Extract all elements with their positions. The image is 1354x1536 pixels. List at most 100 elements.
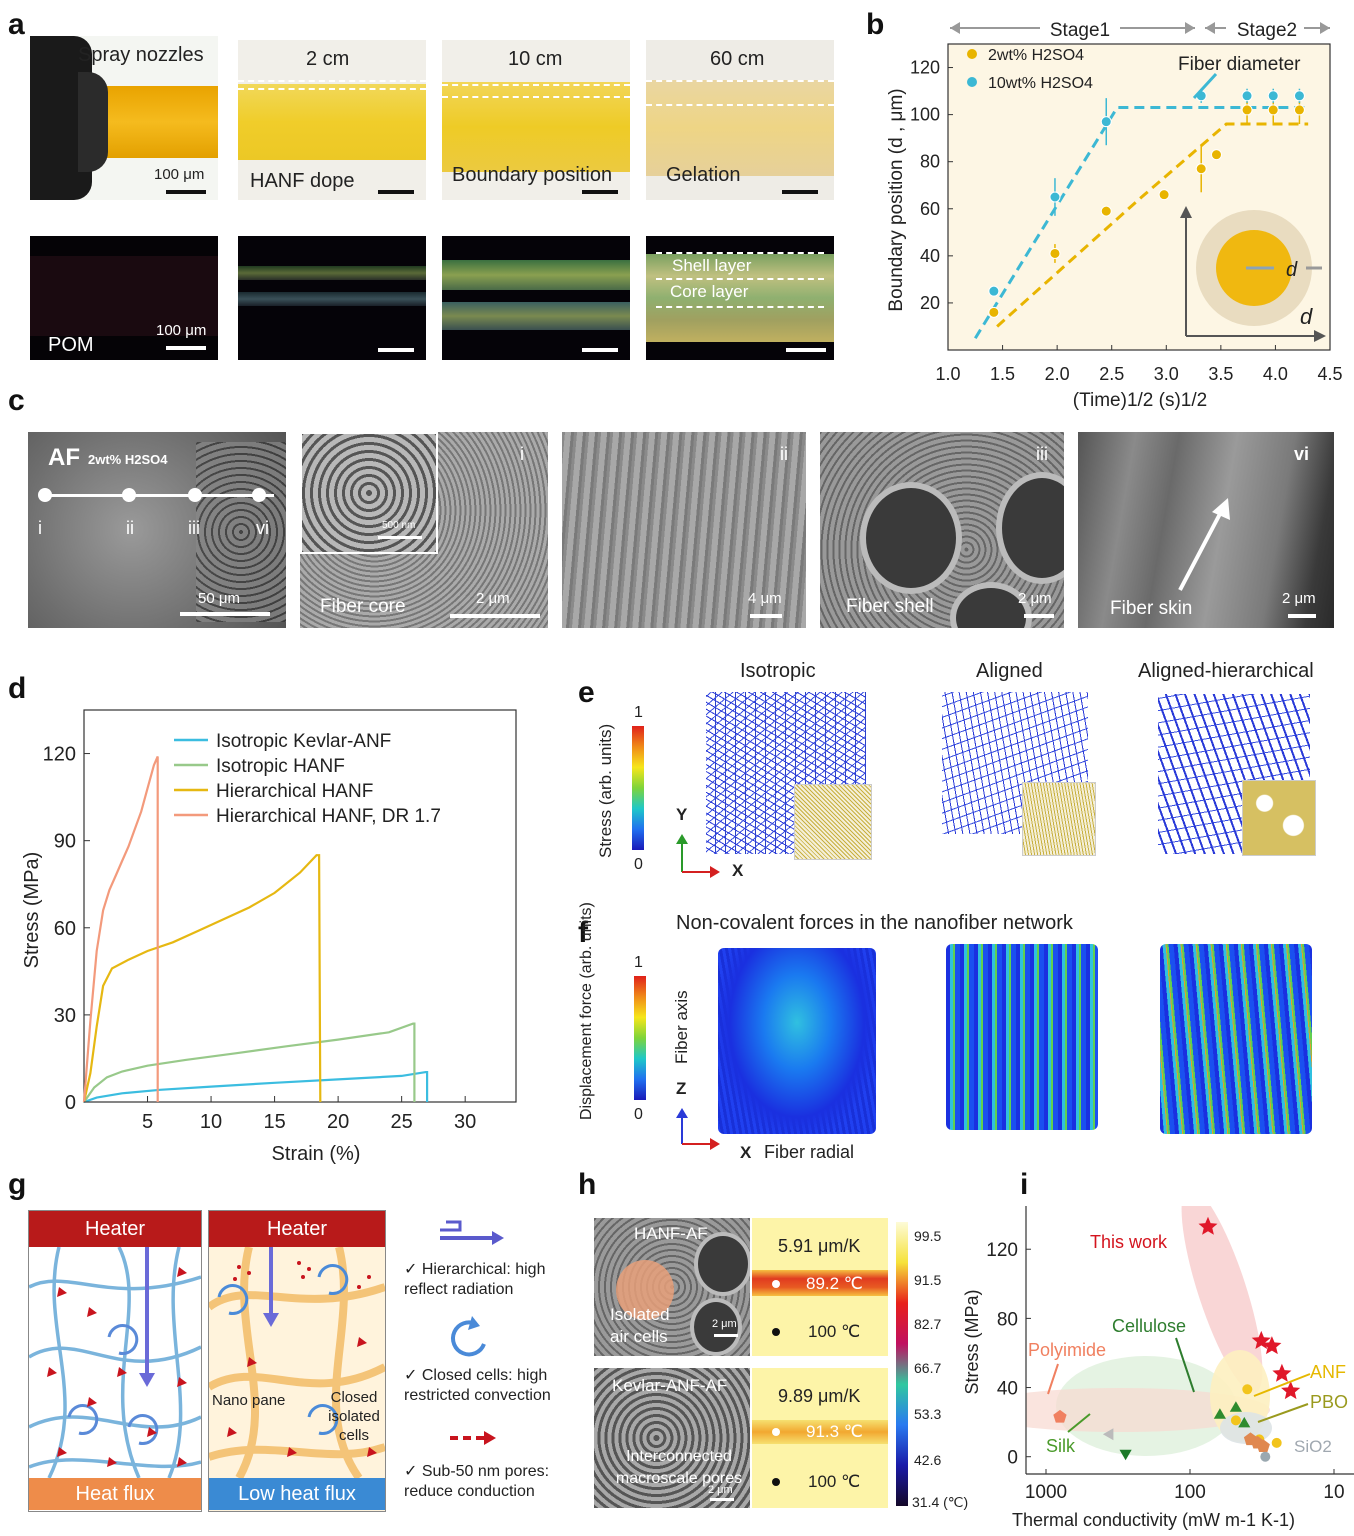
scale-bar (1288, 614, 1316, 618)
dist-10cm: 10 cm (508, 48, 563, 70)
pom-photo (30, 236, 218, 360)
point-i: i (38, 518, 42, 538)
legend-pores-text: Sub-50 nm pores: reduce conduction (404, 1463, 550, 1500)
x-tick-label: 30 (454, 1111, 476, 1133)
cb-tick: 66.7 (914, 1360, 942, 1376)
x-tick-label: 1.0 (935, 364, 960, 384)
y-tick-label: 120 (986, 1240, 1018, 1261)
marker-silk (1119, 1449, 1132, 1461)
marker-cellulose (1229, 1401, 1242, 1412)
marker-this work (1272, 1363, 1292, 1382)
scale-bar (166, 346, 206, 350)
x-tick-label: 20 (327, 1111, 349, 1133)
marker-pbo (1256, 1439, 1270, 1452)
d-ylabel: Stress (MPa) (21, 852, 43, 969)
scale-bar (180, 612, 270, 616)
tag-ii: ii (780, 444, 788, 464)
heat-flux-left: Heat flux (29, 1478, 201, 1510)
x-tick-label: 10 (1323, 1482, 1344, 1503)
cb-tick: 99.5 (914, 1228, 942, 1244)
data-point (1100, 116, 1112, 128)
fiber-diameter-pointer (1192, 72, 1218, 100)
panel-i-chart: 1000 100 10 0 40 80 120 This work Cellulose P… (962, 1206, 1354, 1530)
data-points (1053, 1216, 1301, 1462)
scale-bar (582, 190, 618, 194)
tag-iii: iii (1036, 444, 1048, 464)
e-title-aligned-hierarchical: Aligned-hierarchical (1138, 660, 1314, 682)
sem-ii (562, 432, 806, 628)
g-legend-icons (440, 1220, 504, 1445)
dash-line (442, 96, 630, 98)
pbo-label: PBO (1310, 1392, 1348, 1412)
scale-bar (450, 614, 540, 618)
dash-line (238, 88, 426, 90)
panel-label-e: e (578, 676, 595, 709)
g-hierarchical-illustration (209, 1247, 385, 1478)
panel-label-d: d (8, 672, 27, 705)
x-tick-label: 3.0 (1154, 364, 1179, 384)
sem-core (300, 432, 548, 628)
kevlar-expansion: 9.89 μm/K (778, 1386, 861, 1406)
x-tick-label: 2.5 (1099, 364, 1124, 384)
curve-2 (82, 854, 322, 1103)
position-line (44, 494, 274, 497)
dash-line (442, 84, 630, 86)
fiber-axis-label: Fiber axis (672, 990, 691, 1064)
b-xlabel: (Time)1/2 (s)1/2 (1073, 390, 1207, 410)
cb-tick: 82.7 (914, 1316, 942, 1332)
plot-frame (83, 709, 517, 1103)
pom-scale-label: 100 μm (156, 322, 207, 339)
panel-label-c: c (8, 384, 25, 417)
skin-scale-label: 2 μm (1282, 590, 1316, 607)
g-isotropic-illustration (29, 1247, 201, 1478)
marker-anf (1230, 1415, 1241, 1426)
data-point (1049, 191, 1061, 203)
hanf-af-label: HANF-AF (634, 1224, 708, 1243)
anf-pointer (1253, 1373, 1311, 1397)
x-tick-label: 3.5 (1208, 364, 1233, 384)
x-axis-label: X (740, 1143, 752, 1160)
photo-10cm (442, 40, 630, 200)
polyimide-pointer (1047, 1363, 1059, 1395)
x-tick-label: 15 (263, 1111, 285, 1133)
marker-cellulose (1213, 1408, 1226, 1419)
y-ticks: 0 30 60 90 120 (43, 744, 90, 1114)
gelation-label: Gelation (666, 164, 741, 186)
x-tick-label: 1.5 (990, 364, 1015, 384)
legend-pores: ✓ Sub-50 nm pores: reduce conduction (404, 1463, 550, 1500)
marker-this work (1262, 1336, 1282, 1355)
legend-label: Hierarchical HANF, DR 1.7 (216, 806, 441, 827)
nozzle-photo (30, 36, 218, 200)
marker-anf (1271, 1437, 1282, 1448)
af-label: AF (48, 444, 80, 471)
scale-bar (378, 348, 414, 352)
y-tick-label: 120 (43, 744, 76, 766)
y-tick-label: 100 (910, 105, 940, 125)
b-ylabel: Boundary position (d , μm) (886, 88, 907, 311)
scale-bar (582, 348, 618, 352)
low-heat-flux: Low heat flux (209, 1478, 385, 1510)
dist-60cm: 60 cm (710, 48, 765, 70)
core-scale-label: 2 μm (476, 590, 510, 607)
marker-anf (1242, 1384, 1253, 1395)
x-axis-label: X (732, 861, 744, 880)
i-ylabel: Stress (MPa) (962, 1289, 982, 1394)
position-dot (38, 488, 52, 502)
cellulose-pointer (1175, 1337, 1195, 1393)
point-iii: iii (188, 518, 200, 538)
af-sub-label: 2wt% H2SO4 (88, 452, 168, 467)
anf-label: ANF (1310, 1362, 1346, 1382)
sem-skin (1078, 432, 1334, 628)
data-point (1293, 90, 1305, 102)
e-title-isotropic: Isotropic (740, 660, 816, 682)
y-tick-label: 40 (997, 1379, 1018, 1400)
kevlar-af-label: Kevlar-ANF-AF (612, 1376, 728, 1395)
d-label-axis: d (1300, 304, 1313, 329)
h-scale-label: 2 μm (708, 1484, 733, 1496)
y-tick-label: 60 (54, 918, 76, 940)
data-points (988, 88, 1305, 318)
y-ticks: 0 40 80 120 (986, 1240, 1031, 1469)
dist-2cm: 2 cm (306, 48, 350, 70)
fiber-skin-label: Fiber skin (1110, 598, 1193, 619)
scale-50-label: 50 μm (198, 590, 240, 607)
